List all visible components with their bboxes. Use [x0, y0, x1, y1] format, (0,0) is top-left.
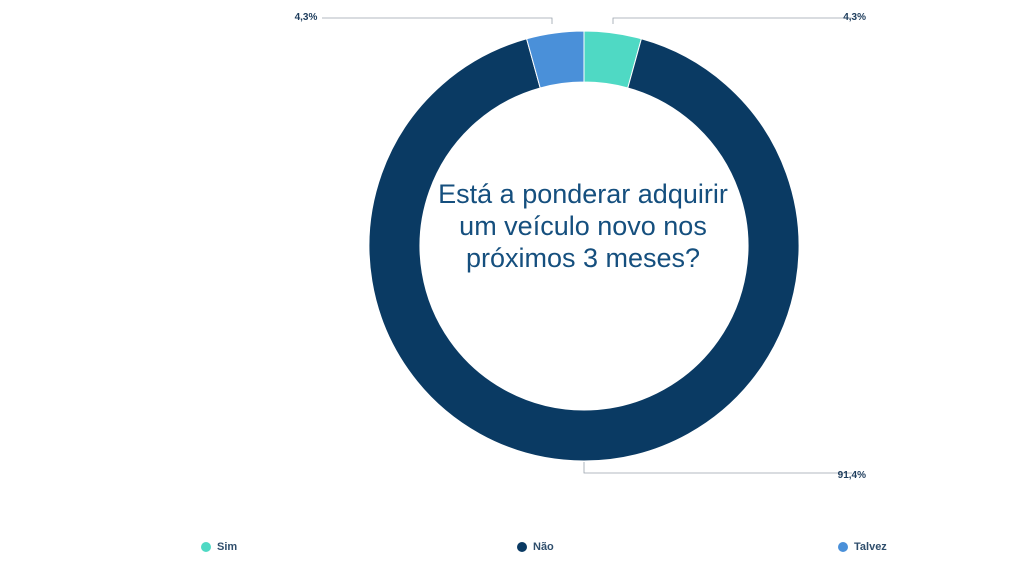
- data-label-nao: 91,4%: [838, 470, 866, 481]
- chart-title: Está a ponderar adquirir um veículo novo…: [438, 179, 728, 273]
- leader-line-sim: [612, 17, 852, 24]
- data-label-sim: 4,3%: [843, 12, 866, 23]
- legend-label-sim: Sim: [217, 541, 238, 553]
- legend-label-talvez: Talvez: [854, 541, 887, 553]
- leader-line-talvez: [322, 17, 553, 24]
- legend-swatch-talvez: [838, 542, 848, 552]
- legend-item-talvez[interactable]: Talvez: [838, 541, 887, 553]
- legend-item-sim[interactable]: Sim: [201, 541, 237, 553]
- leader-line-nao: [583, 462, 852, 474]
- legend-swatch-sim: [201, 542, 211, 552]
- data-label-talvez: 4,3%: [295, 12, 318, 23]
- legend-swatch-nao: [517, 542, 527, 552]
- legend-label-nao: Não: [533, 541, 554, 553]
- slice-nao[interactable]: [368, 38, 800, 462]
- legend-item-nao[interactable]: Não: [517, 541, 554, 553]
- slice-talvez[interactable]: [526, 30, 585, 89]
